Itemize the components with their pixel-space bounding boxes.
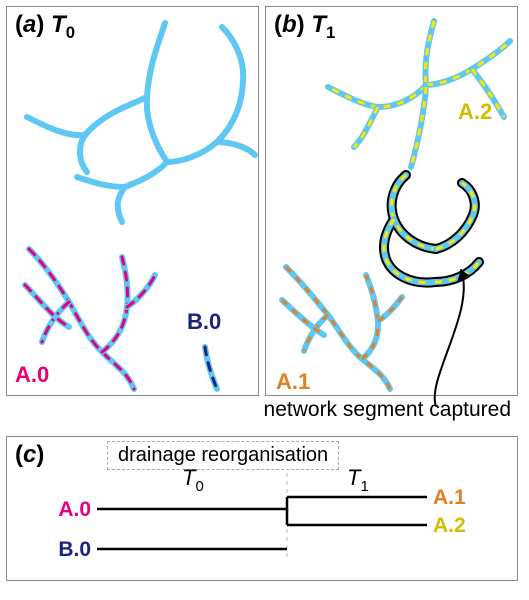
svg-text:T0: T0: [182, 465, 204, 495]
svg-text:A.0: A.0: [58, 498, 91, 521]
label-b0: B.0: [187, 309, 221, 335]
svg-text:T1: T1: [347, 465, 369, 495]
svg-text:B.0: B.0: [58, 538, 91, 561]
panel-a: (a) T0 A.0 B.0: [6, 6, 259, 396]
top-row: (a) T0 A.0 B.0 (b) T1 A.1 A.2: [6, 6, 523, 396]
figure-wrap: (a) T0 A.0 B.0 (b) T1 A.1 A.2 network se…: [0, 0, 529, 587]
panel-c: (c) drainage reorganisation T0T1A.0B.0A.…: [6, 436, 518, 581]
svg-text:A.2: A.2: [433, 514, 466, 537]
panel-c-svg: T0 T1 A.0 B.0 A.1 A.2: [7, 437, 519, 582]
captured-annotation: network segment captured: [264, 398, 511, 422]
label-a2: A.2: [458, 99, 492, 125]
panel-b: (b) T1 A.1 A.2: [265, 6, 518, 396]
panel-a-svg: [7, 7, 260, 397]
svg-text:A.1: A.1: [433, 486, 466, 509]
annotation-row: network segment captured: [6, 396, 523, 430]
panel-b-svg: [266, 7, 519, 397]
